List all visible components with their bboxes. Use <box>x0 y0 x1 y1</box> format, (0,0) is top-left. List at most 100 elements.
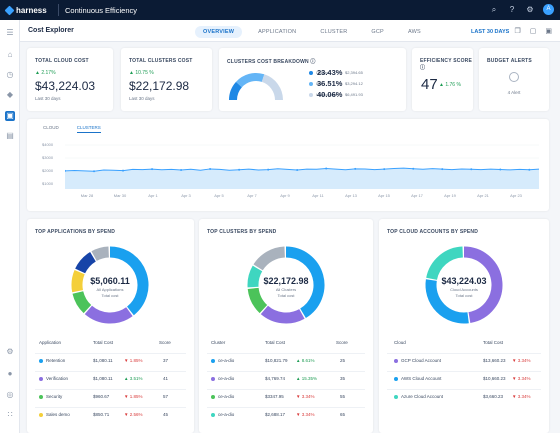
cost-explorer-icon[interactable]: ▣ <box>5 111 15 121</box>
breakdown-gauge <box>229 73 283 101</box>
page-title: Cost Explorer <box>28 27 74 34</box>
donut-subtitle: Total cost <box>277 293 295 298</box>
tab-overview[interactable]: OVERVIEW <box>195 26 243 38</box>
total-clusters-cost-value: $22,172.98 <box>129 79 190 93</box>
column-header[interactable]: Cloud <box>394 340 406 345</box>
applications-donut-chart[interactable] <box>70 245 150 325</box>
tab-application[interactable]: APPLICATION <box>258 29 297 35</box>
row-name[interactable]: GCP Cloud Account <box>401 358 441 363</box>
row-name[interactable]: Security <box>46 394 63 399</box>
row-name[interactable]: AWS Cloud Account <box>401 376 442 381</box>
row-name[interactable]: ce-a-dio <box>218 412 235 417</box>
row-name[interactable]: Retention <box>46 358 66 363</box>
x-tick-label: Apr 5 <box>214 193 224 198</box>
cost-trend-chart[interactable] <box>65 143 539 189</box>
gauge-segment <box>261 74 283 101</box>
donut-segment[interactable] <box>260 305 305 324</box>
budget-alert-count: 4 Alert <box>507 90 521 95</box>
top-applications-card: TOP APPLICATIONS BY SPEND $5,060.11 All … <box>27 219 194 433</box>
clusters-donut-chart[interactable] <box>246 245 326 325</box>
trend-point <box>528 168 531 171</box>
arrow-down-icon: ▼ <box>124 394 130 399</box>
apps-grid-icon[interactable]: ∷ <box>7 410 13 419</box>
donut-total-value: $22,172.98 <box>263 276 309 286</box>
donut-segment[interactable] <box>71 270 85 293</box>
column-header[interactable]: Score <box>336 340 348 345</box>
user-avatar[interactable]: A <box>543 4 554 15</box>
tab-gcp[interactable]: GCP <box>371 29 384 35</box>
trend-point <box>238 168 241 171</box>
donut-segment[interactable] <box>426 246 464 281</box>
donut-segment[interactable] <box>109 246 149 316</box>
tab-cloud[interactable]: CLOUD <box>43 125 59 130</box>
trend-point <box>209 167 212 170</box>
notification-icon[interactable]: ● <box>7 369 13 378</box>
row-name[interactable]: Sales demo <box>46 412 70 417</box>
harness-logo[interactable]: harness <box>0 5 52 15</box>
period-label: Last 30 days <box>129 96 155 101</box>
history-icon[interactable]: ◷ <box>6 70 14 79</box>
row-name[interactable]: ce-a-dio <box>218 394 235 399</box>
card-label: TOTAL CLOUD COST <box>35 58 89 64</box>
menu-icon[interactable]: ☰ <box>6 28 14 37</box>
row-divider <box>35 353 186 354</box>
column-header[interactable]: Application <box>39 340 62 345</box>
total-clusters-cost-card: TOTAL CLUSTERS COST ▲ 10.75 % $22,172.98… <box>121 48 212 111</box>
shield-icon[interactable]: ◆ <box>6 90 14 99</box>
settings-icon[interactable]: ⚙ <box>6 347 14 356</box>
top-navigation-bar: harness Continuous Efficiency ⌕ ? ⚙ A <box>0 0 560 20</box>
row-change-badge: ▼ 3.34% <box>512 358 531 363</box>
x-tick-label: Apr 17 <box>411 193 423 198</box>
arrow-down-icon: ▼ <box>512 376 518 381</box>
donut-segment[interactable] <box>75 252 97 274</box>
row-cost: $4,769.74 <box>265 376 286 381</box>
home-icon[interactable]: ⌂ <box>7 50 13 59</box>
column-header[interactable]: Total Cost <box>93 340 114 345</box>
tab-cluster[interactable]: CLUSTER <box>320 29 348 35</box>
row-change-badge: ▼ 1.85% <box>124 394 143 399</box>
cost-trend-card: CLOUD CLUSTERS $4000 $3000 $2000 $1000 M… <box>27 119 549 211</box>
legend-dot <box>39 377 43 381</box>
row-name[interactable]: ce-a-dio <box>218 376 235 381</box>
view-tabs: OVERVIEW APPLICATION CLUSTER GCP AWS <box>195 26 437 38</box>
breakdown-row-utilized: Utilized $2,394.65 <box>309 70 373 75</box>
open-window-icon[interactable]: ▢ <box>529 28 537 35</box>
x-tick-label: Apr 15 <box>378 193 390 198</box>
donut-segment[interactable] <box>84 305 133 324</box>
cloud-accounts-donut-chart[interactable] <box>424 245 504 325</box>
date-range-selector[interactable]: LAST 30 DAYS <box>471 29 510 35</box>
settings-icon[interactable]: ⚙ <box>526 4 534 14</box>
donut-segment[interactable] <box>247 265 263 288</box>
donut-segment[interactable] <box>285 246 325 318</box>
info-icon: ⓘ <box>310 59 316 65</box>
row-name[interactable]: Verification <box>46 376 69 381</box>
profile-icon[interactable]: ◎ <box>6 390 14 399</box>
tab-aws[interactable]: AWS <box>407 29 421 35</box>
row-change-badge: ▲ 8.61% <box>296 358 315 363</box>
tab-clusters[interactable]: CLUSTERS <box>76 125 101 133</box>
card-label: TOP APPLICATIONS BY SPEND <box>35 229 116 235</box>
total-cloud-cost-card: TOTAL CLOUD COST ▲ 2.17% $43,224.03 Last… <box>27 48 113 111</box>
column-header[interactable]: Total Cost <box>483 340 504 345</box>
donut-segment[interactable] <box>72 290 92 314</box>
row-name[interactable]: ce-a-dio <box>218 358 235 363</box>
donut-segment[interactable] <box>463 246 503 323</box>
lock-icon[interactable]: ▤ <box>6 131 14 140</box>
column-header[interactable]: Total Cost <box>265 340 286 345</box>
donut-segment[interactable] <box>425 279 469 324</box>
share-icon[interactable]: ▣ <box>545 28 552 35</box>
donut-segment[interactable] <box>247 287 268 314</box>
change-badge: ▲ 1.76 % <box>439 82 461 88</box>
column-header[interactable]: Score <box>159 340 171 345</box>
search-icon[interactable]: ⌕ <box>491 4 497 14</box>
budget-alerts-card[interactable]: BUDGET ALERTS 4 Alert <box>479 48 549 111</box>
y-tick-label: $1000 <box>42 181 54 186</box>
help-icon[interactable]: ? <box>509 4 515 14</box>
column-header[interactable]: Cluster <box>211 340 226 345</box>
row-name[interactable]: Azure Cloud Account <box>401 394 444 399</box>
donut-segment[interactable] <box>253 246 286 271</box>
donut-segment[interactable] <box>91 246 110 262</box>
row-change-badge: ▼ 1.85% <box>124 358 143 363</box>
x-tick-label: Apr 11 <box>312 193 324 198</box>
copy-icon[interactable]: ❐ <box>514 28 521 35</box>
